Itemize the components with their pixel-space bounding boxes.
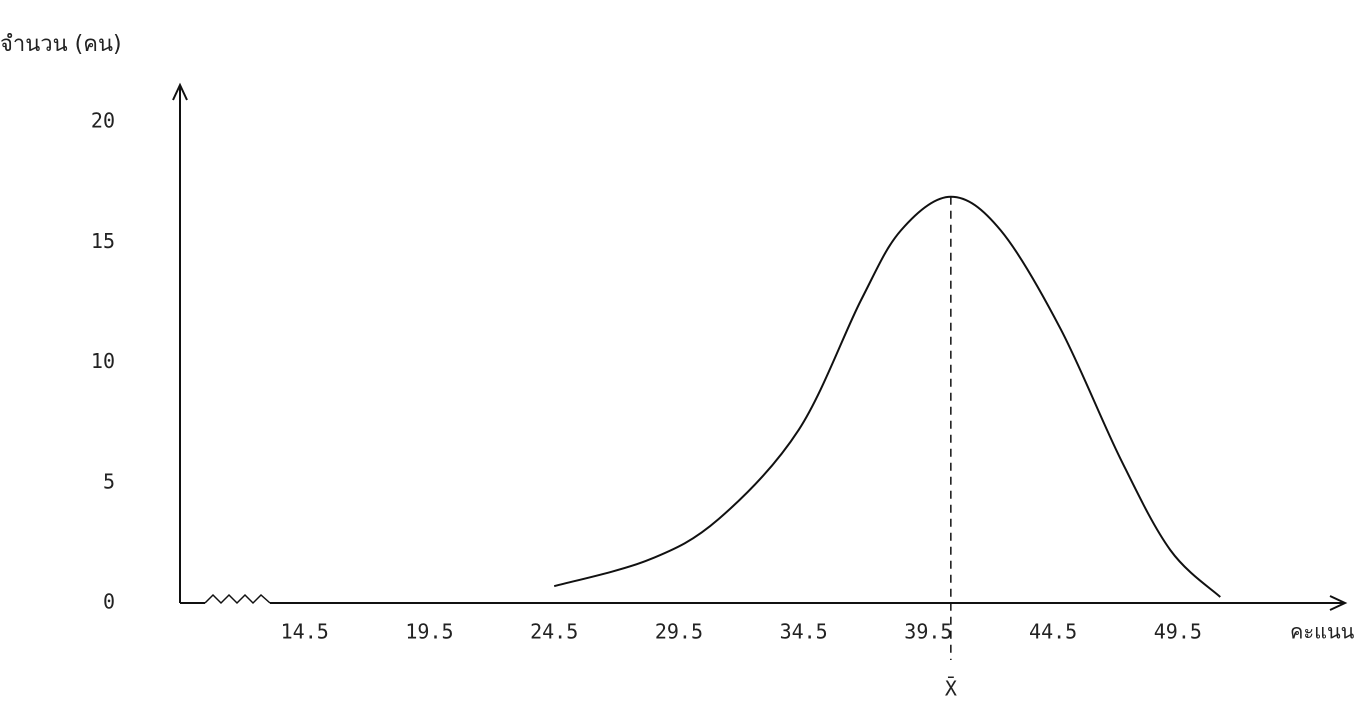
x-tick-label: 19.5 <box>405 620 453 644</box>
chart: จำนวน (คน) คะแนน 0 5 10 15 20 14.5 19.5 24.5 29.… <box>0 0 1363 707</box>
y-axis-label: จำนวน (คน) <box>0 32 122 57</box>
y-tick-label: 10 <box>91 349 115 373</box>
y-axis <box>173 85 187 603</box>
page: จำนวน (คน) คะแนน 0 5 10 15 20 14.5 19.5 24.5 29.… <box>0 0 1363 707</box>
axis-break <box>205 595 270 603</box>
x-tick-label: 34.5 <box>780 620 828 644</box>
y-tick-label: 0 <box>103 590 115 614</box>
y-tick-label: 20 <box>91 109 115 133</box>
y-tick-label: 15 <box>91 229 115 253</box>
x-tick-label: 24.5 <box>530 620 578 644</box>
x-axis <box>180 596 1345 610</box>
x-tick-label: 44.5 <box>1029 620 1077 644</box>
curve <box>554 197 1220 597</box>
x-tick-label: 14.5 <box>281 620 329 644</box>
x-axis-label: คะแนน <box>1290 620 1355 644</box>
x-tick-label: 39.5 <box>904 620 952 644</box>
y-tick-label: 5 <box>103 469 115 493</box>
x-tick-label: 49.5 <box>1154 620 1202 644</box>
x-tick-label: 29.5 <box>655 620 703 644</box>
mean-label: X̄ <box>945 676 957 701</box>
